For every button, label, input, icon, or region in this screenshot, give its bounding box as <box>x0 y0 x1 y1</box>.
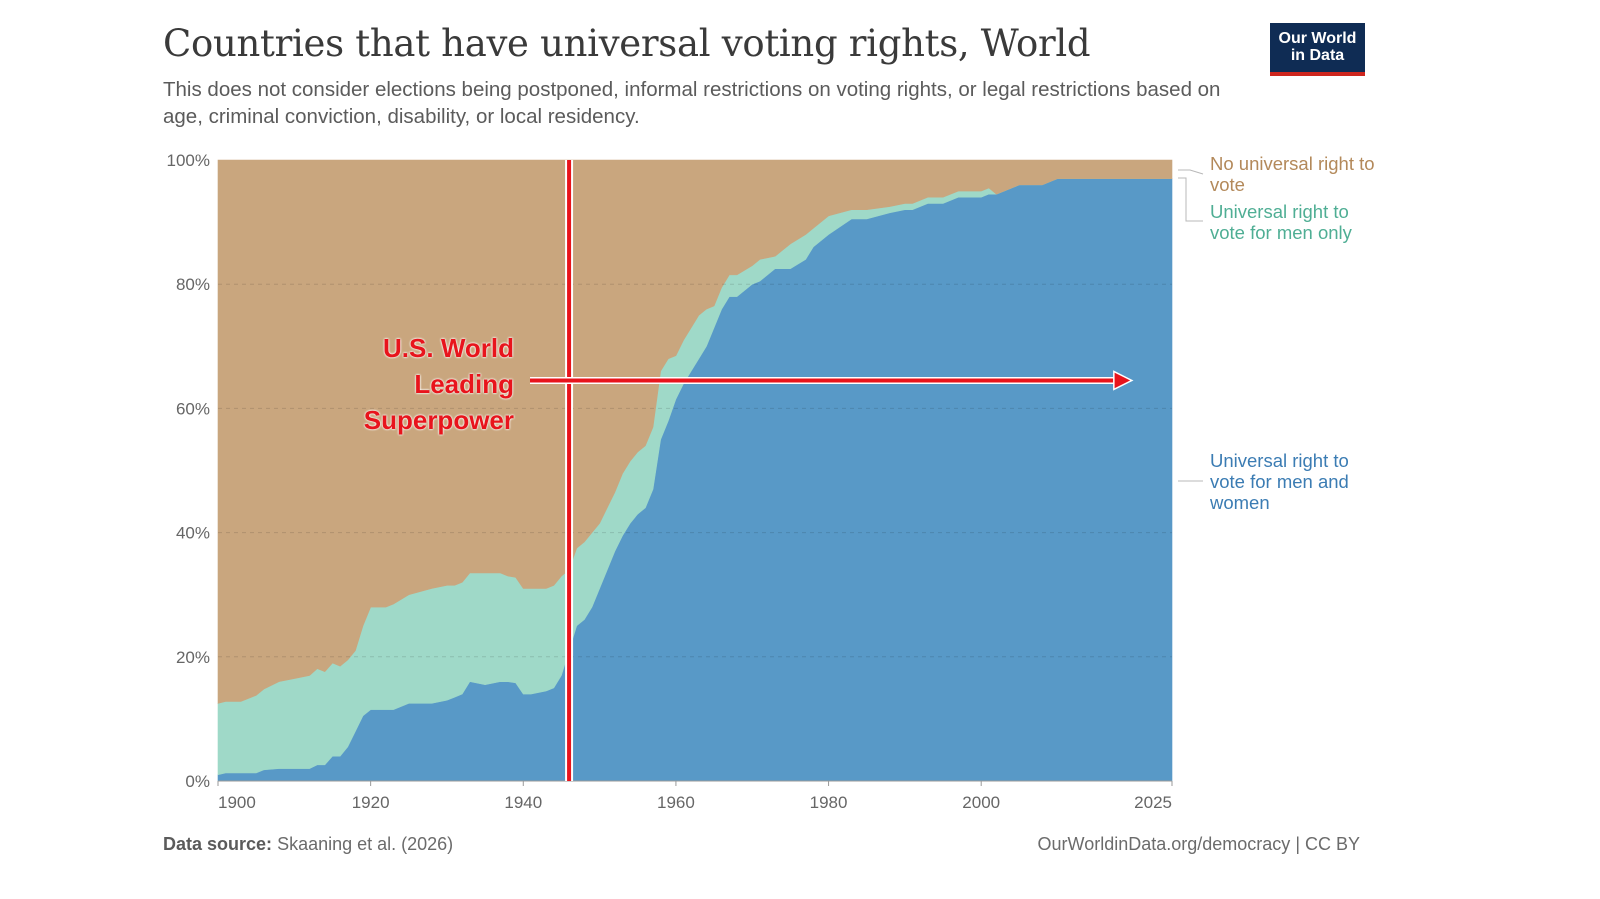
y-tick-label: 20% <box>176 648 210 667</box>
legend-men-only-text: Universal right to vote for men only <box>1210 201 1352 243</box>
annotation-line-1: U.S. World <box>383 333 514 363</box>
legend-men-and-women-text: Universal right to vote for men and wome… <box>1210 450 1349 513</box>
data-source-value[interactable]: Skaaning et al. (2026) <box>277 834 454 854</box>
legend-men-only[interactable]: Universal right to vote for men only <box>1210 201 1380 243</box>
x-tick-label: 1960 <box>657 793 695 812</box>
data-source: Data source: Skaaning et al. (2026) <box>163 834 453 855</box>
x-tick-label: 1900 <box>218 793 256 812</box>
chart-title: Countries that have universal voting rig… <box>163 22 1091 65</box>
y-tick-label: 0% <box>185 772 210 791</box>
logo-line-2: in Data <box>1290 47 1345 64</box>
x-tick-label: 1980 <box>810 793 848 812</box>
legend-no-universal[interactable]: No universal right to vote <box>1210 153 1380 195</box>
annotation-line-3: Superpower <box>363 405 514 435</box>
annotation-label: U.S. World Leading Superpower <box>330 330 514 438</box>
footer-link[interactable]: OurWorldinData.org/democracy | CC BY <box>1037 834 1360 854</box>
y-tick-label: 60% <box>176 399 210 418</box>
y-tick-label: 100% <box>167 151 210 170</box>
legend-connector-no-universal <box>1178 169 1204 175</box>
x-tick-label: 2000 <box>962 793 1000 812</box>
x-tick-label: 1920 <box>352 793 390 812</box>
arrow-head <box>1113 370 1134 391</box>
data-source-label: Data source: <box>163 834 273 854</box>
chart-subtitle: This does not consider elections being p… <box>163 78 1221 128</box>
y-tick-label: 80% <box>176 275 210 294</box>
owid-logo[interactable]: Our World in Data <box>1270 23 1365 76</box>
x-tick-label: 1940 <box>504 793 542 812</box>
logo-line-1: Our World <box>1278 30 1357 47</box>
legend-connector-men-only <box>1178 177 1203 222</box>
annotation-line-2: Leading <box>414 369 514 399</box>
area-no-universal <box>217 159 1173 704</box>
legend-no-universal-text: No universal right to vote <box>1210 153 1375 195</box>
x-tick-label: 2025 <box>1134 793 1172 812</box>
legend-men-and-women[interactable]: Universal right to vote for men and wome… <box>1210 450 1380 513</box>
y-tick-label: 40% <box>176 524 210 543</box>
